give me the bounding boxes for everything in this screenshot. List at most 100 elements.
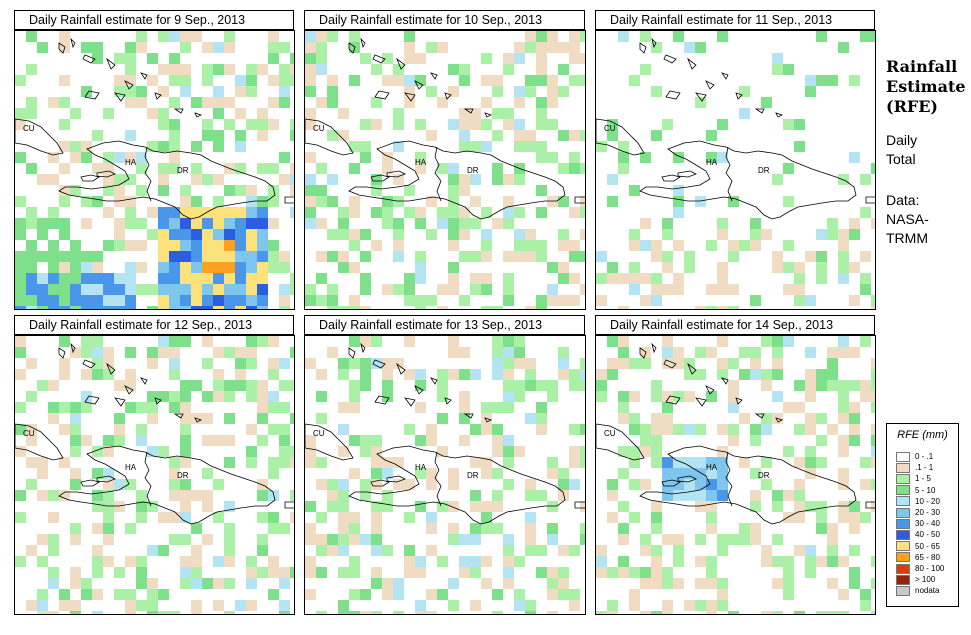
rainfall-cell: [695, 196, 706, 207]
rainfall-cell: [382, 75, 393, 86]
rainfall-cell: [805, 75, 816, 86]
rainfall-cell: [371, 435, 382, 446]
rainfall-cell: [15, 251, 26, 262]
rainfall-cell: [415, 262, 426, 273]
rainfall-cell: [279, 64, 290, 75]
rainfall-cell: [316, 479, 327, 490]
rainfall-cell: [327, 284, 338, 295]
rainfall-cell: [673, 545, 684, 556]
rainfall-cell: [169, 457, 180, 468]
rainfall-cell: [158, 284, 169, 295]
rainfall-cell: [305, 295, 316, 306]
rainfall-cell: [651, 42, 662, 53]
coastline: [725, 451, 733, 507]
rainfall-cell: [772, 174, 783, 185]
rainfall-cell: [569, 42, 580, 53]
rainfall-cell: [158, 391, 169, 402]
rainfall-cell: [459, 347, 470, 358]
rainfall-cell: [125, 523, 136, 534]
rainfall-cell: [360, 534, 371, 545]
legend-swatch: [896, 552, 910, 563]
rainfall-cell: [246, 251, 257, 262]
rainfall-cell: [739, 534, 750, 545]
rainfall-cell: [349, 229, 360, 240]
rainfall-cell: [191, 141, 202, 152]
rainfall-cell: [805, 446, 816, 457]
rainfall-cell: [279, 97, 290, 108]
rainfall-cell: [827, 218, 838, 229]
rainfall-cell: [382, 218, 393, 229]
rainfall-cell: [514, 141, 525, 152]
rainfall-cell: [503, 402, 514, 413]
rainfall-cell: [37, 600, 48, 611]
rainfall-cell: [349, 611, 360, 614]
rainfall-cell: [349, 358, 360, 369]
rainfall-cell: [761, 424, 772, 435]
rainfall-cell: [558, 468, 569, 479]
rainfall-cell: [838, 336, 849, 347]
rainfall-cell: [558, 358, 569, 369]
rainfall-cell: [772, 53, 783, 64]
rainfall-cell: [404, 556, 415, 567]
rainfall-cell: [695, 479, 706, 490]
legend-swatch: [896, 529, 910, 540]
rainfall-cell: [503, 207, 514, 218]
rainfall-cell: [158, 218, 169, 229]
rainfall-cell: [580, 369, 585, 380]
rainfall-cell: [235, 284, 246, 295]
rainfall-cell: [805, 251, 816, 262]
rainfall-cell: [470, 457, 481, 468]
rainfall-cell: [103, 207, 114, 218]
rainfall-cell: [169, 534, 180, 545]
rainfall-cell: [849, 523, 860, 534]
rainfall-cell: [629, 446, 640, 457]
legend-item: 80 - 100: [896, 563, 944, 574]
rainfall-cell: [224, 240, 235, 251]
rainfall-cell: [268, 53, 279, 64]
rainfall-cell: [290, 347, 294, 358]
rainfall-cell: [684, 42, 695, 53]
rainfall-cell: [213, 42, 224, 53]
rainfall-cell: [871, 457, 875, 468]
rainfall-cell: [569, 163, 580, 174]
rainfall-cell: [437, 207, 448, 218]
rainfall-cell: [59, 273, 70, 284]
rainfall-cell: [81, 295, 92, 306]
rainfall-cell: [316, 611, 327, 614]
rainfall-cell: [338, 567, 349, 578]
rainfall-cell: [849, 229, 860, 240]
rainfall-cell: [849, 435, 860, 446]
rainfall-cell: [492, 347, 503, 358]
rainfall-cell: [514, 446, 525, 457]
rainfall-cell: [717, 479, 728, 490]
rainfall-cell: [279, 284, 290, 295]
rainfall-cell: [838, 174, 849, 185]
rainfall-cell: [607, 567, 618, 578]
rainfall-map: CU HA DR: [304, 30, 586, 310]
rainfall-cell: [349, 380, 360, 391]
rainfall-cell: [158, 295, 169, 306]
rainfall-cell: [673, 556, 684, 567]
rainfall-cell: [547, 380, 558, 391]
rainfall-cell: [794, 457, 805, 468]
rainfall-cell: [114, 218, 125, 229]
rainfall-cell: [827, 534, 838, 545]
rainfall-cell: [213, 479, 224, 490]
rainfall-cell: [717, 545, 728, 556]
rainfall-cell: [103, 501, 114, 512]
legend-swatch: [896, 507, 910, 518]
rainfall-cell: [305, 589, 316, 600]
rainfall-cell: [70, 108, 81, 119]
rainfall-cell: [492, 446, 503, 457]
rainfall-cell: [92, 523, 103, 534]
rainfall-cell: [224, 380, 235, 391]
legend-item: 10 - 20: [896, 496, 940, 507]
rainfall-cell: [536, 295, 547, 306]
rainfall-cell: [838, 611, 849, 614]
rainfall-cell: [246, 578, 257, 589]
rainfall-cell: [662, 336, 673, 347]
rainfall-cell: [684, 358, 695, 369]
rainfall-cell: [169, 97, 180, 108]
rainfall-cell: [393, 251, 404, 262]
